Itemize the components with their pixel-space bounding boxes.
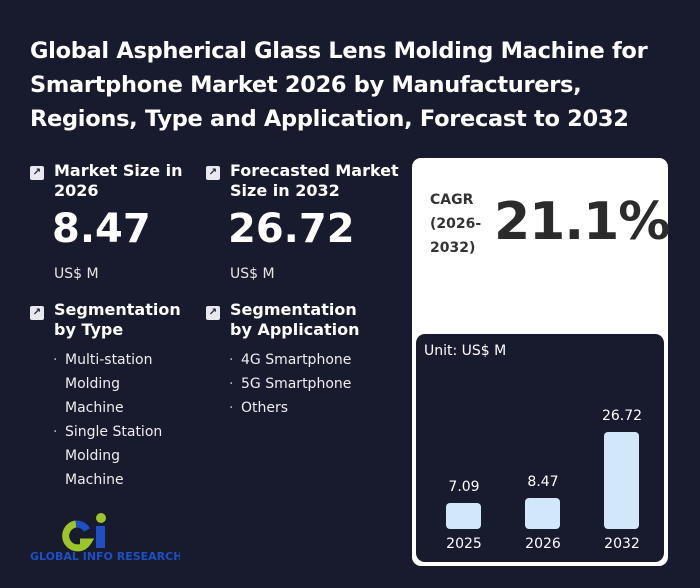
bar-2025 [446,503,481,529]
logo: GLOBAL INFO RESEARCH [30,512,182,566]
market-size-value: 8.47 [52,206,151,252]
bar-value-label: 7.09 [448,479,480,496]
page-title: Global Aspherical Glass Lens Molding Mac… [30,38,648,132]
x-tick-label: 2025 [446,536,482,552]
list-item: Multi-station Molding Machine [53,348,173,420]
cagr-label: CAGR (2026-2032) [430,192,482,256]
x-tick-label: 2032 [604,536,640,552]
forecast-value: 26.72 [228,206,355,252]
arrow-up-right-icon: ↗ [206,306,220,320]
list-item: 4G Smartphone [229,348,379,372]
forecast-unit: US$ M [230,266,275,282]
seg-app-list: 4G Smartphone 5G Smartphone Others [229,348,379,420]
bar-2032 [604,432,639,529]
list-item: Others [229,396,379,420]
svg-text:GLOBAL INFO RESEARCH: GLOBAL INFO RESEARCH [30,550,180,562]
arrow-up-right-icon: ↗ [30,166,44,180]
bar-value-label: 26.72 [601,408,643,424]
logo-mark-icon: GLOBAL INFO RESEARCH [30,513,182,563]
bar-2026 [525,498,560,529]
list-item: 5G Smartphone [229,372,379,396]
x-tick-label: 2026 [525,536,561,552]
cagr-value: 21.1% [494,192,670,252]
forecast-label: Forecasted Market Size in 2032 [230,161,399,200]
arrow-up-right-icon: ↗ [206,166,220,180]
arrow-up-right-icon: ↗ [30,306,44,320]
list-item: Single Station Molding Machine [53,420,173,492]
market-size-unit: US$ M [54,266,99,282]
chart-unit-label: Unit: US$ M [424,343,507,359]
seg-type-label: Segmentation by Type [54,300,181,339]
market-size-label: Market Size in 2026 [54,161,183,200]
seg-type-list: Multi-station Molding Machine Single Sta… [53,348,173,492]
seg-app-label: Segmentation by Application [230,300,360,339]
bar-value-label: 8.47 [527,474,559,491]
